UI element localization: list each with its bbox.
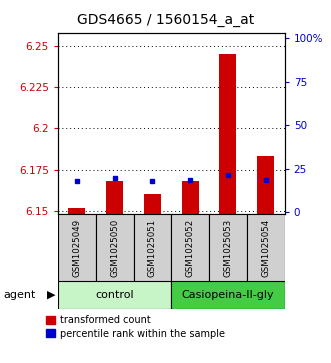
- Text: control: control: [95, 290, 134, 300]
- Bar: [96, 214, 133, 281]
- Text: GDS4665 / 1560154_a_at: GDS4665 / 1560154_a_at: [77, 13, 254, 27]
- Bar: [68, 208, 85, 214]
- Text: GSM1025053: GSM1025053: [223, 219, 232, 277]
- Bar: [171, 214, 209, 281]
- Text: GSM1025051: GSM1025051: [148, 219, 157, 277]
- Legend: transformed count, percentile rank within the sample: transformed count, percentile rank withi…: [46, 315, 225, 339]
- Text: agent: agent: [3, 290, 36, 300]
- Bar: [58, 214, 96, 281]
- Text: GSM1025050: GSM1025050: [110, 219, 119, 277]
- Bar: [257, 156, 274, 214]
- Bar: [247, 214, 285, 281]
- Text: GSM1025054: GSM1025054: [261, 219, 270, 277]
- Text: Casiopeina-II-gly: Casiopeina-II-gly: [182, 290, 274, 300]
- Bar: [58, 281, 171, 309]
- Text: GSM1025049: GSM1025049: [72, 219, 81, 277]
- Bar: [209, 214, 247, 281]
- Bar: [182, 181, 199, 214]
- Text: GSM1025052: GSM1025052: [186, 219, 195, 277]
- Bar: [144, 194, 161, 214]
- Bar: [219, 54, 236, 214]
- Text: ▶: ▶: [47, 290, 56, 300]
- Bar: [106, 181, 123, 214]
- Bar: [133, 214, 171, 281]
- Bar: [171, 281, 285, 309]
